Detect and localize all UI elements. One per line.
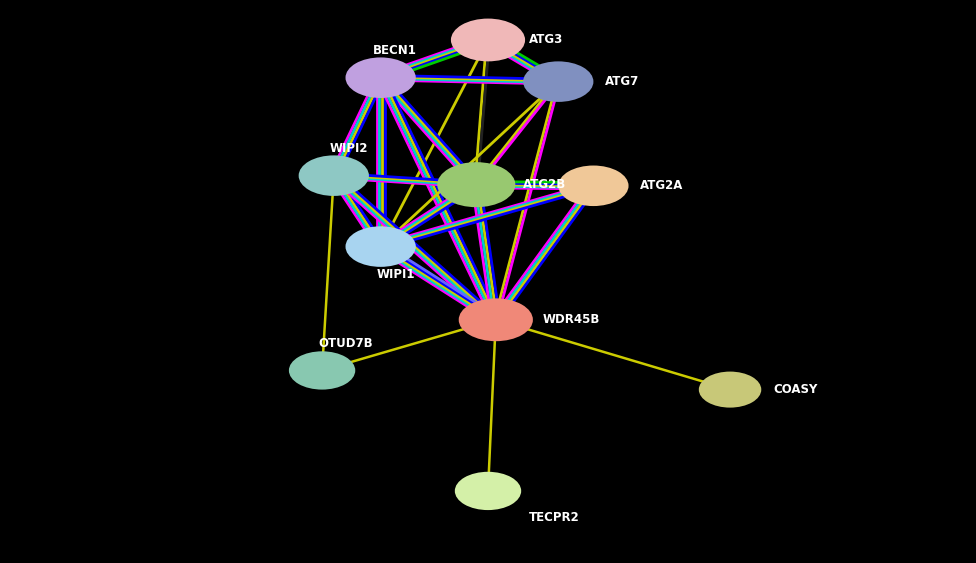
Circle shape (346, 226, 416, 267)
Circle shape (699, 372, 761, 408)
Text: ATG7: ATG7 (605, 75, 639, 88)
Text: OTUD7B: OTUD7B (318, 337, 373, 350)
Circle shape (346, 57, 416, 98)
Text: WIPI1: WIPI1 (377, 268, 415, 282)
Text: COASY: COASY (773, 383, 817, 396)
Text: ATG2B: ATG2B (523, 178, 566, 191)
Text: TECPR2: TECPR2 (529, 511, 580, 525)
Circle shape (459, 298, 533, 341)
Circle shape (437, 162, 515, 207)
Text: BECN1: BECN1 (373, 44, 417, 57)
Text: WDR45B: WDR45B (543, 313, 600, 327)
Text: WIPI2: WIPI2 (330, 142, 368, 155)
Circle shape (299, 155, 369, 196)
Circle shape (558, 166, 629, 206)
Circle shape (523, 61, 593, 102)
Circle shape (455, 472, 521, 510)
Text: ATG2A: ATG2A (640, 179, 683, 193)
Circle shape (289, 351, 355, 390)
Text: ATG3: ATG3 (529, 33, 563, 47)
Circle shape (451, 19, 525, 61)
